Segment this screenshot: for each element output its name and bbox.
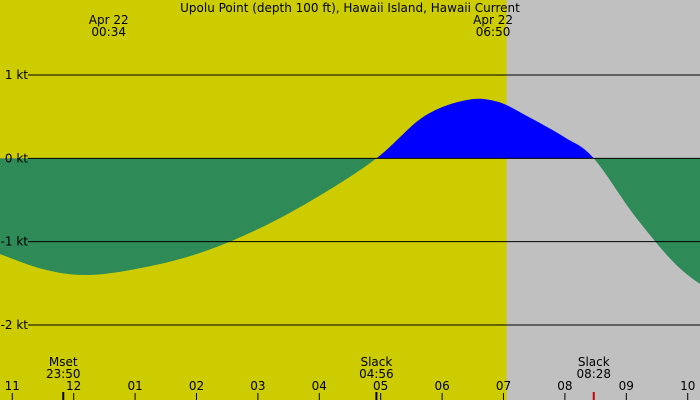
x-tick-label: 02 bbox=[189, 379, 204, 393]
event-time: 23:50 bbox=[46, 367, 81, 381]
ebb-current-area bbox=[0, 158, 700, 284]
x-tick-label: 12 bbox=[66, 379, 81, 393]
y-tick-label: 1 kt bbox=[5, 68, 28, 82]
event-label: Slack bbox=[360, 355, 392, 369]
top-time-label: 00:34 bbox=[91, 25, 126, 39]
top-time-label: 06:50 bbox=[476, 25, 511, 39]
event-marker bbox=[592, 392, 595, 400]
x-axis: 11 12 01 02 03 04 05 06 07 08 09 10 bbox=[5, 379, 695, 400]
top-date-label: Apr 22 bbox=[473, 13, 513, 27]
x-tick-label: 07 bbox=[496, 379, 511, 393]
y-tick-label: -2 kt bbox=[1, 318, 29, 332]
chart-title: Upolu Point (depth 100 ft), Hawaii Islan… bbox=[180, 1, 520, 15]
y-tick-label: 0 kt bbox=[5, 151, 28, 165]
event-label: Slack bbox=[578, 355, 610, 369]
grid-lines bbox=[33, 74, 700, 326]
x-tick-label: 09 bbox=[619, 379, 634, 393]
flood-current-area bbox=[0, 98, 700, 159]
x-tick-label: 01 bbox=[127, 379, 142, 393]
x-tick-label: 03 bbox=[250, 379, 265, 393]
event-marker bbox=[375, 392, 378, 400]
y-axis: 1 kt 0 kt -1 kt -2 kt bbox=[1, 68, 33, 332]
event-time: 04:56 bbox=[359, 367, 394, 381]
x-tick-label: 05 bbox=[373, 379, 388, 393]
x-tick-label: 08 bbox=[557, 379, 572, 393]
x-tick-label: 11 bbox=[5, 379, 20, 393]
bottom-event-labels: Mset23:50Slack04:56Slack08:28Mrise10:53S… bbox=[46, 355, 611, 400]
y-tick-label: -1 kt bbox=[1, 235, 29, 249]
event-marker bbox=[62, 392, 65, 400]
x-tick-label: 06 bbox=[434, 379, 449, 393]
top-date-label: Apr 22 bbox=[89, 13, 129, 27]
x-tick-label: 10 bbox=[680, 379, 695, 393]
x-tick-label: 04 bbox=[312, 379, 327, 393]
event-time: 08:28 bbox=[576, 367, 611, 381]
event-label: Mset bbox=[49, 355, 78, 369]
